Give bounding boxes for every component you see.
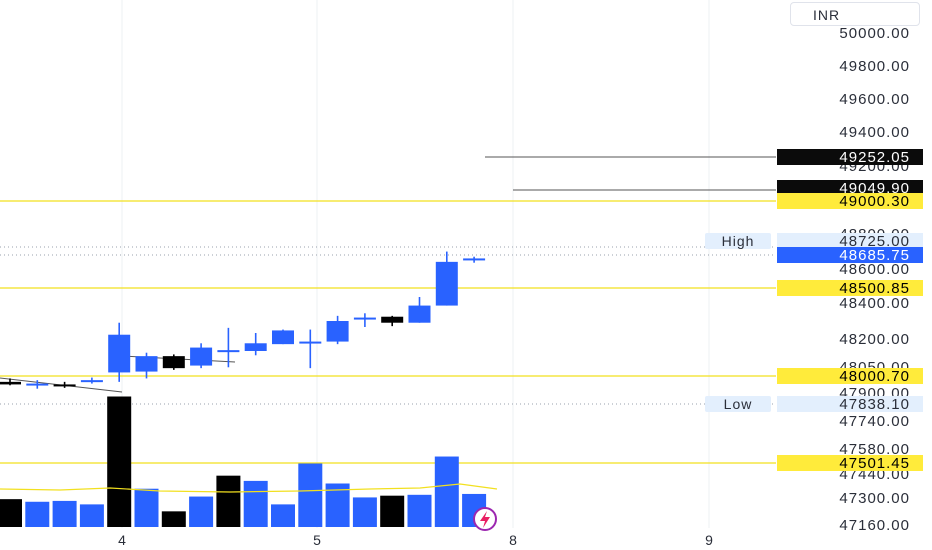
candle-body [135, 356, 158, 372]
candle-body [408, 305, 431, 323]
candle-body [190, 347, 213, 366]
y-axis-tick-label: 49800.00 [839, 58, 910, 75]
y-axis-tick-label: 47580.00 [839, 441, 910, 458]
y-axis-tick-label: 50000.00 [839, 25, 910, 42]
volume-bar [189, 496, 214, 527]
volume-bar [216, 475, 241, 527]
price-tag-label: 49049.90 [839, 180, 910, 197]
price-tag-background [777, 280, 923, 296]
candle-body [299, 341, 322, 344]
volume-bar [407, 494, 432, 527]
x-axis-tick-label: 8 [509, 532, 517, 548]
volume-bar [134, 488, 159, 527]
high-label-background [705, 233, 771, 249]
volume-bar [79, 504, 104, 527]
y-axis-tick-label: 48200.00 [839, 331, 910, 348]
price-tag-label: 48500.85 [839, 280, 910, 297]
candle-body [217, 350, 240, 353]
candle-body [53, 384, 76, 387]
volume-bar [52, 500, 77, 527]
volume-bar [271, 504, 295, 527]
price-tag-label: 47501.45 [839, 455, 910, 472]
candle-body [381, 316, 404, 323]
y-axis-tick-label: 47300.00 [839, 490, 910, 507]
volume-bar [380, 495, 405, 527]
candle-body [353, 317, 376, 320]
price-tag-label: 48685.75 [839, 247, 910, 264]
x-axis-tick-label: 4 [118, 532, 126, 548]
price-tag-label: 48000.70 [839, 368, 910, 385]
candle-body [463, 258, 486, 261]
x-axis-tick-label: 9 [705, 532, 713, 548]
volume-bar [0, 499, 22, 527]
candle-body [80, 380, 103, 383]
volume-bar [352, 497, 377, 527]
currency-button[interactable]: INR [790, 2, 920, 26]
price-tag-background [777, 149, 923, 165]
candle-body [162, 356, 185, 369]
candle-body [26, 383, 49, 386]
volume-bar [161, 511, 186, 527]
volume-bar [298, 463, 323, 527]
price-tag-background [777, 247, 923, 263]
candle-body [326, 321, 349, 342]
low-label: Low [724, 396, 753, 412]
price-tag-label: 48725.00 [839, 233, 910, 250]
x-axis-tick-label: 5 [313, 532, 321, 548]
candle-body [435, 261, 458, 306]
volume-bar [243, 480, 268, 527]
y-axis-tick-label: 47160.00 [839, 517, 910, 534]
price-tag-background [777, 396, 923, 412]
candle-body [244, 343, 267, 351]
y-axis-tick-label: 48400.00 [839, 295, 910, 312]
candle-body [272, 330, 294, 345]
low-label-background [705, 396, 771, 412]
high-label: High [722, 233, 755, 249]
lightning-bolt-icon [480, 511, 490, 528]
price-tag-background [777, 193, 923, 209]
candle-body [108, 334, 131, 373]
price-tag-background [777, 233, 923, 249]
y-axis-tick-label: 47740.00 [839, 413, 910, 430]
candle-body [0, 381, 21, 385]
price-tag-background [777, 180, 923, 196]
volume-ma-line [0, 483, 498, 493]
volume-bar [25, 501, 50, 527]
price-tag-label: 47838.10 [839, 396, 910, 413]
price-tag-background [777, 368, 923, 384]
y-axis-tick-label: 48600.00 [839, 261, 910, 278]
price-tag-label: 49000.30 [839, 193, 910, 210]
y-axis-tick-label: 49400.00 [839, 124, 910, 141]
price-tag-label: 49252.05 [839, 149, 910, 166]
price-tag-background [777, 455, 923, 471]
volume-bar [107, 396, 132, 527]
volume-bar [434, 456, 459, 527]
y-axis-tick-label: 49600.00 [839, 91, 910, 108]
